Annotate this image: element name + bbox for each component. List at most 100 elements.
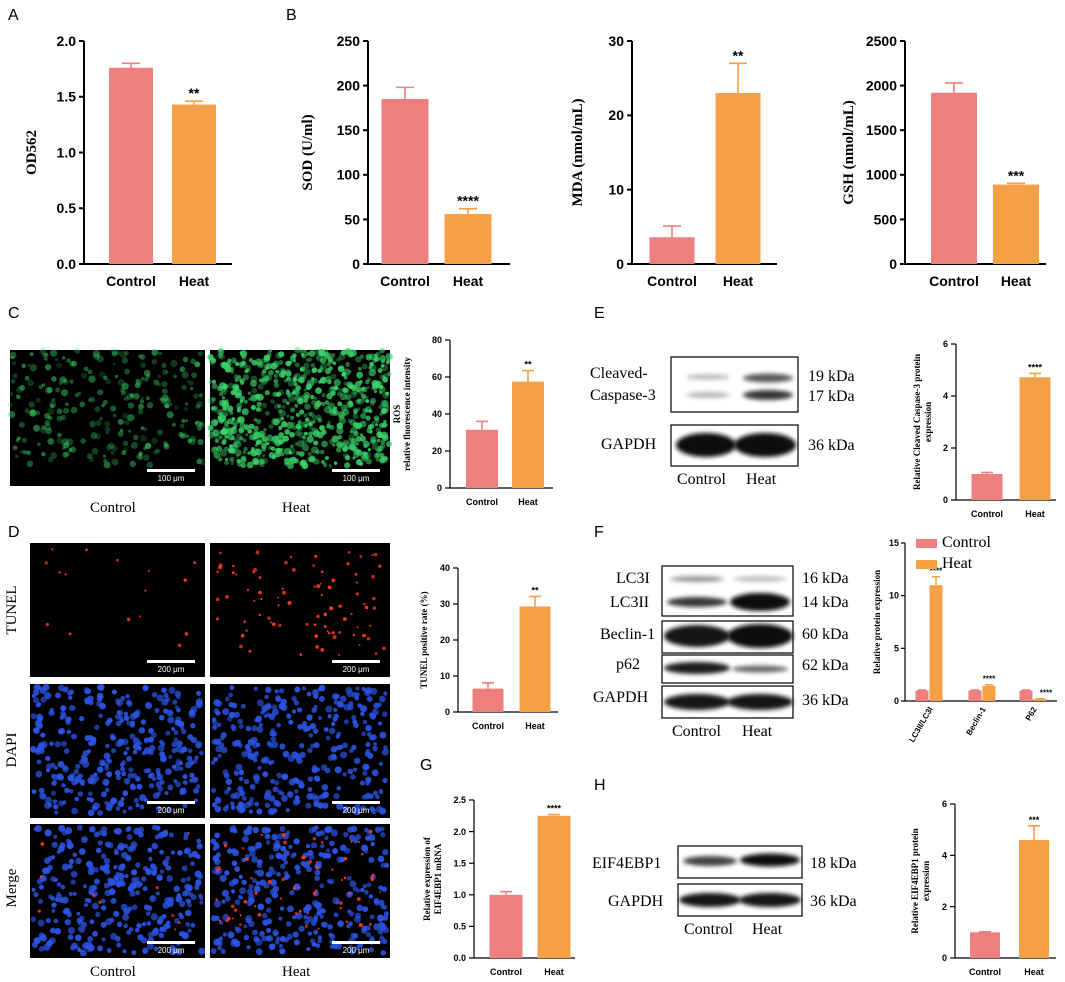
nucleus	[268, 743, 274, 748]
blot-f-lane-heat: Heat	[742, 723, 773, 740]
nucleus	[76, 917, 83, 924]
fluorescent-cell	[299, 409, 305, 415]
nucleus	[226, 848, 233, 854]
fluorescent-cell	[309, 412, 315, 417]
fluorescent-cell	[230, 420, 235, 425]
tunel-positive-cell	[277, 596, 280, 599]
fluorescent-cell	[327, 420, 331, 425]
fluorescent-cell	[99, 417, 103, 421]
tunel-positive-cell	[51, 548, 54, 551]
nucleus	[210, 787, 217, 794]
fluorescent-cell	[117, 378, 125, 387]
nucleus	[114, 769, 121, 776]
nucleus	[127, 805, 133, 811]
fluorescent-cell	[219, 382, 227, 390]
bar-control	[109, 67, 153, 264]
nucleus	[194, 885, 200, 891]
nucleus	[60, 710, 66, 717]
fluorescent-cell	[295, 412, 300, 417]
fluorescent-cell	[320, 357, 327, 364]
nucleus	[264, 702, 272, 710]
nucleus	[232, 849, 240, 857]
nucleus	[127, 772, 134, 779]
nucleus	[134, 927, 140, 933]
fluorescent-cell	[278, 351, 285, 358]
tunel-positive-cell	[231, 564, 235, 568]
nucleus	[280, 698, 288, 706]
fluorescent-cell	[181, 384, 187, 390]
fluorescent-cell	[46, 386, 53, 394]
nucleus	[369, 806, 375, 812]
tunel-positive-cell	[320, 593, 324, 597]
nucleus	[44, 692, 52, 700]
nucleus	[336, 802, 344, 810]
nucleus	[100, 760, 106, 766]
fluorescent-cell	[278, 432, 285, 439]
nucleus	[348, 834, 356, 842]
nucleus	[31, 693, 36, 699]
nucleus	[264, 802, 271, 809]
fluorescent-cell	[270, 446, 276, 451]
nucleus	[276, 833, 283, 840]
fluorescent-cell	[194, 361, 201, 368]
nucleus	[165, 920, 171, 925]
fluorescent-cell	[302, 435, 306, 440]
nucleus	[119, 880, 126, 887]
tunel-positive-cell	[223, 844, 228, 848]
nucleus	[146, 921, 152, 926]
fluorescent-cell	[369, 361, 374, 367]
fluorescent-cell	[310, 363, 315, 368]
fluorescent-cell	[182, 432, 188, 438]
fluorescent-cell	[165, 370, 169, 374]
fluorescent-cell	[121, 450, 127, 456]
fluorescent-cell	[303, 431, 308, 436]
nucleus	[213, 708, 220, 714]
nucleus	[176, 694, 181, 700]
tunel-positive-cell	[337, 653, 341, 657]
nucleus	[139, 794, 147, 802]
tunel-positive-cell	[283, 840, 288, 845]
fluorescent-cell	[292, 425, 297, 430]
nucleus	[299, 743, 305, 749]
fluorescent-cell	[251, 447, 255, 451]
fluorescent-cell	[217, 352, 224, 359]
nucleus	[57, 760, 65, 768]
nucleus	[251, 856, 258, 863]
fluorescent-cell	[188, 438, 196, 446]
fluorescent-cell	[207, 424, 214, 431]
bar-heat	[982, 685, 996, 701]
fluorescent-cell	[336, 387, 340, 391]
fluorescent-cell	[239, 364, 243, 369]
tunel-positive-cell	[248, 649, 252, 653]
tunel-positive-cell	[320, 648, 325, 652]
tunel-positive-cell	[260, 598, 263, 601]
fluorescent-cell	[62, 378, 66, 382]
fluorescent-cell	[270, 362, 278, 370]
fluorescent-cell	[369, 364, 377, 372]
tunel-positive-cell	[355, 592, 359, 596]
tunel-image-control-background	[30, 543, 205, 677]
fluorescent-cell	[143, 446, 147, 451]
fluorescent-cell	[215, 439, 220, 444]
tunel-positive-cell	[355, 581, 359, 584]
tunel-image-heat-background	[210, 543, 390, 677]
fluorescent-cell	[105, 431, 109, 435]
nucleus	[62, 800, 67, 805]
tunel-positive-cell	[284, 560, 288, 565]
nucleus	[173, 730, 179, 736]
nucleus	[89, 826, 96, 833]
fluorescent-cell	[308, 425, 314, 431]
nucleus	[66, 842, 74, 850]
fluorescent-cell	[320, 459, 325, 464]
nucleus	[35, 770, 43, 778]
fluorescent-cell	[159, 397, 163, 401]
tunel-positive-cell	[257, 913, 262, 917]
fluorescent-cell	[275, 369, 280, 374]
nucleus	[242, 835, 249, 843]
fluorescent-cell	[356, 386, 362, 392]
fluorescent-cell	[258, 362, 265, 369]
fluorescent-cell	[283, 378, 288, 383]
nucleus	[127, 906, 133, 912]
bar-control	[472, 688, 504, 712]
nucleus	[264, 833, 271, 840]
